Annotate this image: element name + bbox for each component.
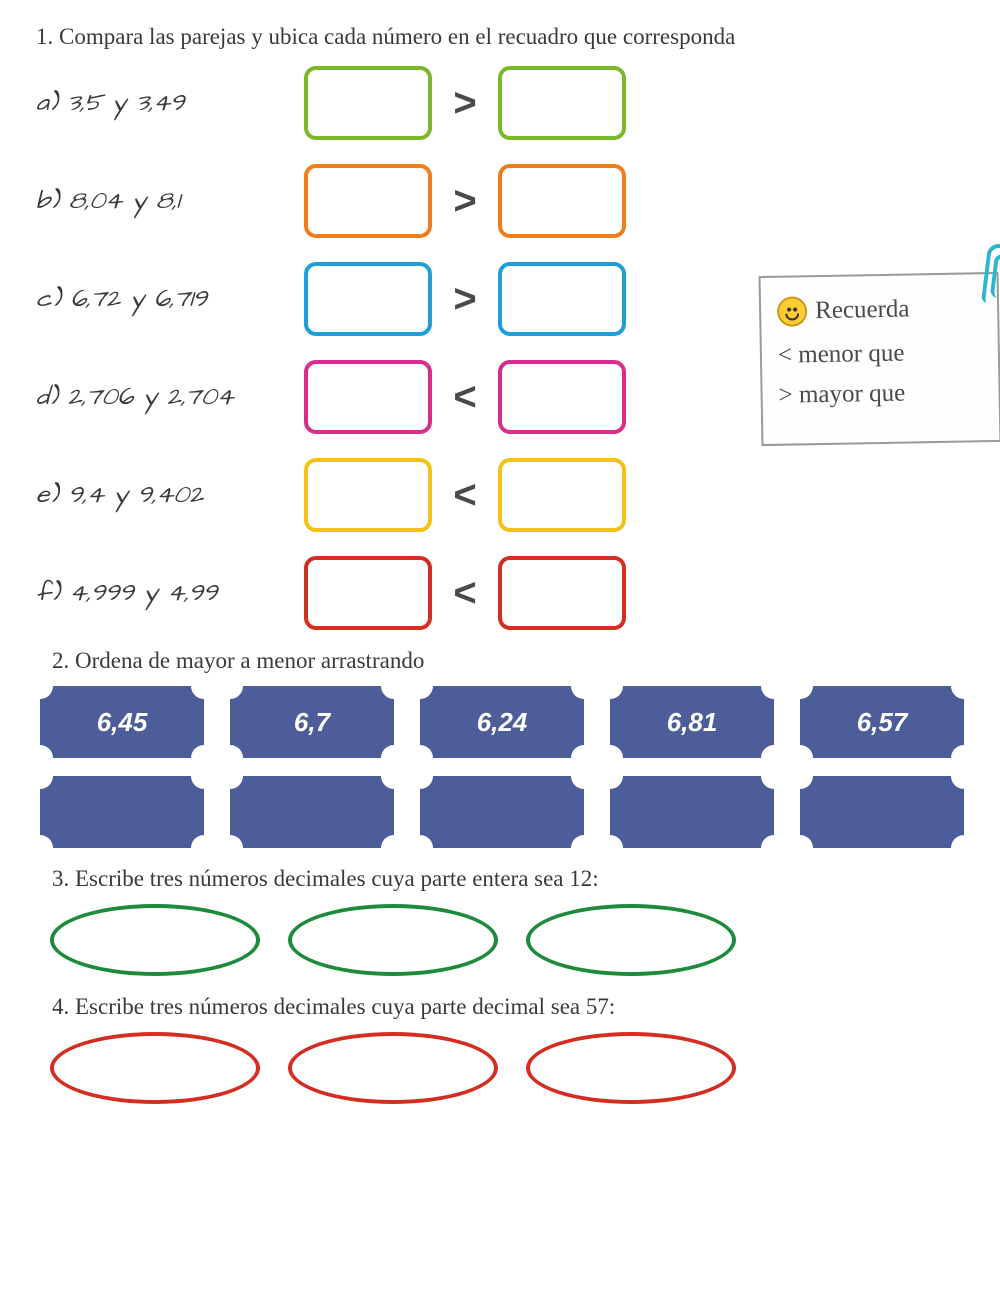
pair-label-d: d) 2,706 y 2,704 xyxy=(36,380,296,415)
note-line-2: > mayor que xyxy=(778,372,983,416)
operator-f: < xyxy=(440,571,490,616)
q4-input-1[interactable] xyxy=(50,1032,260,1104)
q3-input-2[interactable] xyxy=(288,904,498,976)
note-line-1: < menor que xyxy=(778,332,983,376)
ticket-slot-2[interactable] xyxy=(230,776,394,848)
q3-input-3[interactable] xyxy=(526,904,736,976)
ticket-value-5: 6,57 xyxy=(857,707,908,738)
compare-row-a: a) 3,5 y 3,49 > xyxy=(36,66,964,140)
ticket-value-4: 6,81 xyxy=(667,707,718,738)
q4-input-2[interactable] xyxy=(288,1032,498,1104)
operator-d: < xyxy=(440,375,490,420)
dropzone-f-right[interactable] xyxy=(498,556,626,630)
ticket-target-row xyxy=(40,776,964,848)
smiley-icon xyxy=(777,296,808,327)
operator-a: > xyxy=(440,81,490,126)
dropzone-a-left[interactable] xyxy=(304,66,432,140)
ticket-value-2: 6,7 xyxy=(294,707,330,738)
dropzone-d-left[interactable] xyxy=(304,360,432,434)
q4-instruction: 4. Escribe tres números decimales cuya p… xyxy=(52,994,964,1020)
dropzone-d-right[interactable] xyxy=(498,360,626,434)
q4-ellipses xyxy=(50,1032,964,1104)
dropzone-c-left[interactable] xyxy=(304,262,432,336)
ticket-4[interactable]: 6,81 xyxy=(610,686,774,758)
operator-c: > xyxy=(440,277,490,322)
compare-row-f: f) 4,999 y 4,99 < xyxy=(36,556,964,630)
ticket-slot-1[interactable] xyxy=(40,776,204,848)
q2-instruction: 2. Ordena de mayor a menor arrastrando xyxy=(52,648,964,674)
ticket-slot-5[interactable] xyxy=(800,776,964,848)
q1-instruction: 1. Compara las parejas y ubica cada núme… xyxy=(36,24,964,50)
ticket-slot-4[interactable] xyxy=(610,776,774,848)
operator-e: < xyxy=(440,473,490,518)
ticket-5[interactable]: 6,57 xyxy=(800,686,964,758)
dropzone-f-left[interactable] xyxy=(304,556,432,630)
pair-label-b: b) 8,04 y 8,1 xyxy=(36,184,296,219)
ticket-2[interactable]: 6,7 xyxy=(230,686,394,758)
pair-label-c: c) 6,72 y 6,719 xyxy=(36,282,296,317)
paperclip-icon xyxy=(981,243,1000,306)
dropzone-e-left[interactable] xyxy=(304,458,432,532)
reminder-note: Recuerda < menor que > mayor que xyxy=(759,272,1000,446)
ticket-3[interactable]: 6,24 xyxy=(420,686,584,758)
q3-input-1[interactable] xyxy=(50,904,260,976)
q3-ellipses xyxy=(50,904,964,976)
pair-label-f: f) 4,999 y 4,99 xyxy=(36,576,296,611)
ticket-slot-3[interactable] xyxy=(420,776,584,848)
compare-row-e: e) 9,4 y 9,402 < xyxy=(36,458,964,532)
ticket-1[interactable]: 6,45 xyxy=(40,686,204,758)
ticket-value-1: 6,45 xyxy=(97,707,148,738)
ticket-value-3: 6,24 xyxy=(477,707,528,738)
operator-b: > xyxy=(440,179,490,224)
dropzone-b-right[interactable] xyxy=(498,164,626,238)
dropzone-c-right[interactable] xyxy=(498,262,626,336)
pair-label-e: e) 9,4 y 9,402 xyxy=(36,478,296,513)
compare-row-b: b) 8,04 y 8,1 > xyxy=(36,164,964,238)
ticket-source-row: 6,45 6,7 6,24 6,81 6,57 xyxy=(40,686,964,758)
dropzone-e-right[interactable] xyxy=(498,458,626,532)
q3-instruction: 3. Escribe tres números decimales cuya p… xyxy=(52,866,964,892)
dropzone-b-left[interactable] xyxy=(304,164,432,238)
note-title: Recuerda xyxy=(815,289,910,331)
pair-label-a: a) 3,5 y 3,49 xyxy=(36,86,296,121)
q4-input-3[interactable] xyxy=(526,1032,736,1104)
dropzone-a-right[interactable] xyxy=(498,66,626,140)
